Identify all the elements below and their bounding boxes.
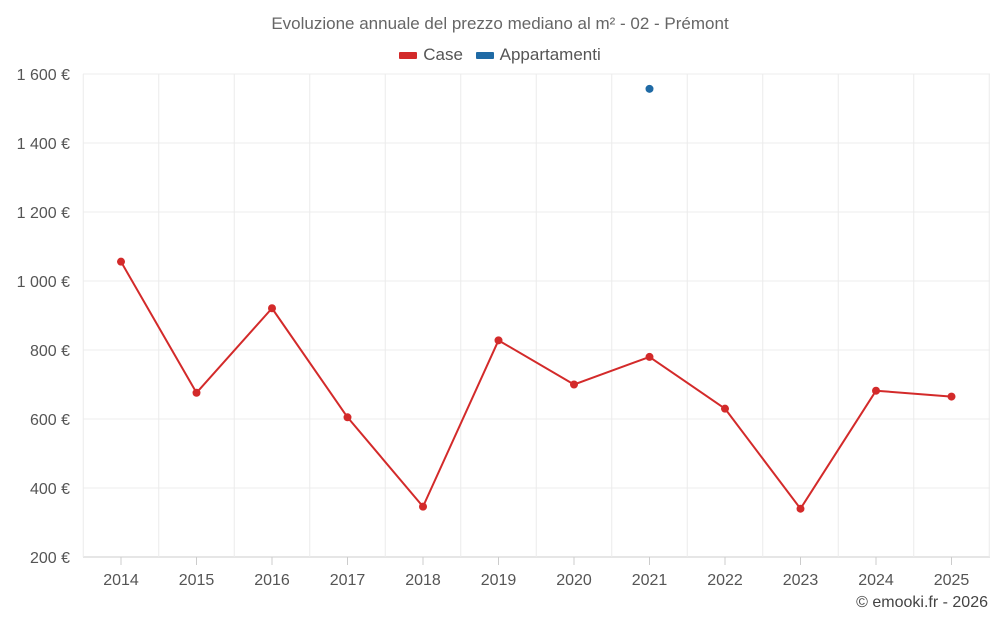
x-tick-label: 2015 [179, 572, 215, 589]
y-tick-label: 400 € [30, 481, 70, 498]
x-tick-label: 2017 [330, 572, 366, 589]
series-layer [117, 84, 956, 513]
data-point [192, 388, 201, 397]
grid [82, 73, 990, 558]
y-tick-label: 1 400 € [17, 136, 70, 153]
y-tick-label: 1 200 € [17, 205, 70, 222]
data-point [419, 502, 427, 511]
x-tick-label: 2020 [556, 572, 592, 589]
legend-item-appartamenti[interactable]: Appartamenti [475, 45, 601, 65]
data-point [117, 257, 125, 266]
y-tick-label: 1 600 € [17, 67, 70, 84]
x-tick-label: 2018 [405, 572, 441, 589]
y-tick-label: 1 000 € [17, 274, 70, 291]
legend-label-case: Case [423, 45, 463, 64]
x-tick-label: 2024 [858, 572, 894, 589]
data-point [947, 392, 956, 401]
x-tick-label: 2016 [254, 572, 290, 589]
series-case [117, 257, 956, 513]
data-point [645, 84, 654, 93]
data-point [570, 380, 578, 389]
data-point [645, 352, 654, 361]
legend-item-case[interactable]: Case [399, 45, 463, 65]
data-point [796, 504, 805, 513]
data-point [268, 304, 276, 313]
y-tick-label: 600 € [30, 412, 70, 429]
data-point [721, 404, 729, 413]
data-point [343, 413, 352, 422]
x-tick-label: 2014 [103, 572, 139, 589]
data-point [494, 336, 503, 345]
x-tick-label: 2021 [632, 572, 668, 589]
x-tick-label: 2025 [934, 572, 970, 589]
x-tick-label: 2022 [707, 572, 743, 589]
legend-swatch-appartamenti [475, 52, 494, 60]
y-tick-label: 800 € [30, 343, 70, 360]
chart-title: Evoluzione annuale del prezzo mediano al… [271, 14, 729, 33]
data-point [872, 386, 880, 395]
y-tick-label: 200 € [30, 550, 70, 567]
x-tick-label: 2023 [783, 572, 819, 589]
series-appartamenti [645, 84, 654, 93]
series-line [120, 261, 952, 510]
legend-label-appartamenti: Appartamenti [499, 45, 601, 64]
axes: 200 € 400 € 600 € 800 € 1 000 € 1 200 € 1 400 … [17, 67, 970, 589]
legend-swatch-case [399, 52, 418, 60]
x-tick-label: 2019 [481, 572, 517, 589]
legend: Case Appartamenti [0, 45, 1000, 65]
credit: © emooki.fr - 2026 [856, 594, 988, 611]
